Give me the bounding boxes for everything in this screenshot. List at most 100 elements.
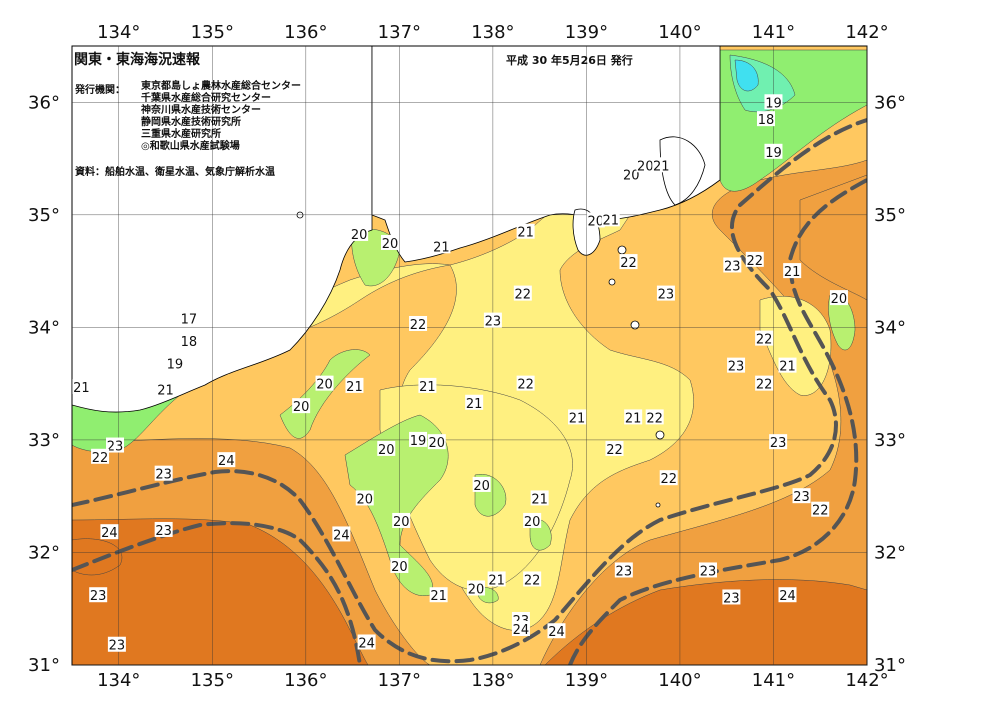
longitude-tick-top: 141° (752, 22, 795, 43)
contour-label-bg (723, 257, 742, 273)
issue-date: 平成 30 年5月26日 発行 (506, 54, 633, 67)
contour-label-bg (778, 587, 797, 603)
contour-label: 23 (155, 468, 172, 483)
contour-label-bg (619, 254, 638, 270)
contour-label: 21 (433, 240, 450, 255)
longitude-tick-top: 135° (191, 22, 234, 43)
contour-label-bg (764, 143, 783, 159)
contour-label: 23 (107, 440, 124, 455)
contour-label: 24 (548, 625, 565, 640)
contour-label: 20 (637, 159, 654, 174)
contour-label-bg (530, 490, 549, 506)
contour-label-bg (409, 431, 428, 447)
contour-label-bg (605, 440, 624, 456)
contour-label-bg (523, 571, 542, 587)
contour-label: 17 (181, 312, 198, 327)
contour-label: 24 (513, 623, 530, 638)
contour-label-bg (390, 557, 409, 573)
contour-label-bg (783, 263, 802, 279)
contour-label-bg (427, 434, 446, 450)
kuroshio-axis-north (72, 118, 867, 664)
latitude-tick-left: 36° (28, 92, 60, 113)
contour-label-bg (778, 357, 797, 373)
contour-label: 20 (356, 492, 373, 507)
island-miyake (630, 320, 640, 330)
contour-label: 20 (382, 237, 399, 252)
contour-label: 19 (765, 146, 782, 161)
issuer-item: 静岡県水産技術研究所 (141, 117, 241, 128)
longitude-tick-bottom: 138° (471, 670, 514, 691)
kuroshio-axis-south (72, 521, 362, 665)
latitude-tick-left: 34° (28, 317, 60, 338)
contour-label-bg (659, 470, 678, 486)
contour-label-bg (722, 589, 741, 605)
contour-label: 20 (473, 479, 490, 494)
contour-label: 24 (779, 589, 796, 604)
latitude-tick-left: 35° (28, 205, 60, 226)
contour-label: 21 (346, 380, 363, 395)
contour-label-bg (829, 290, 848, 306)
contour-label: 18 (181, 335, 198, 350)
contour-label: 19 (765, 96, 782, 111)
contour-label: 20 (378, 443, 395, 458)
contour-label: 21 (625, 411, 642, 426)
contour-label-bg (429, 587, 448, 603)
contour-label: 23 (770, 436, 787, 451)
contour-label: 23 (485, 315, 502, 330)
land-kii-shikoku (72, 46, 373, 413)
contour-label: 23 (109, 639, 126, 654)
contour-label-bg (165, 355, 184, 371)
contour-label: 22 (756, 378, 773, 393)
contour-label: 22 (746, 254, 763, 269)
contour-label-bg (418, 377, 437, 393)
contour-label-bg (652, 157, 671, 173)
longitude-tick-top: 142° (845, 22, 888, 43)
temperature-field (72, 46, 867, 665)
contour-label: 22 (524, 573, 541, 588)
contour-label-bg (91, 448, 110, 464)
contour-label-bg (769, 434, 788, 450)
contour-label-bg (745, 251, 764, 267)
latitude-tick-right: 34° (874, 317, 906, 338)
contour-label-bg (217, 452, 236, 468)
contour-label-bg (472, 476, 491, 492)
contour-label: 22 (660, 472, 677, 487)
zone-24-west (72, 518, 369, 665)
issuer-item: 千葉県水産総合研究センター (141, 93, 271, 104)
contour-label-bg (699, 562, 717, 578)
contour-label: 20 (587, 214, 604, 229)
contour-label-bg (315, 375, 334, 391)
contour-label-bg (516, 223, 535, 239)
contour-label: 24 (101, 526, 118, 541)
contour-label-bg (100, 524, 119, 540)
island-aogashima (655, 502, 661, 508)
longitude-tick-top: 138° (471, 22, 514, 43)
longitude-tick-bottom: 141° (752, 670, 795, 691)
contour-label-bg (154, 465, 173, 481)
longitude-tick-bottom: 139° (565, 670, 608, 691)
contour-label-bg (381, 234, 399, 250)
contour-label-bg (624, 409, 643, 425)
contour-label-bg (756, 111, 775, 127)
contour-label-bg (350, 225, 369, 241)
contour-label-bg (636, 157, 655, 173)
contour-label: 21 (157, 383, 174, 398)
contour-label: 20 (831, 292, 848, 307)
contour-label-bg (586, 212, 605, 228)
latitude-tick-right: 31° (874, 655, 906, 676)
longitude-tick-top: 137° (378, 22, 421, 43)
longitude-tick-bottom: 140° (658, 670, 701, 691)
map-title: 関東・東海海況速報 (74, 52, 200, 68)
contour-label: 23 (793, 490, 810, 505)
contour-label-bg (614, 562, 633, 578)
contour-label-bg (107, 636, 126, 652)
contour-label: 22 (515, 288, 532, 303)
contour-label: 21 (602, 213, 619, 228)
data-sources: 資料：船舶水温、衛星水温、気象庁解析水温 (75, 167, 275, 178)
contour-label-bg (392, 512, 411, 528)
contour-label: 23 (723, 591, 740, 606)
contour-label: 22 (517, 378, 534, 393)
contour-label: 21 (430, 589, 447, 604)
contour-label: 19 (410, 434, 427, 449)
contour-label: 20 (393, 515, 410, 530)
